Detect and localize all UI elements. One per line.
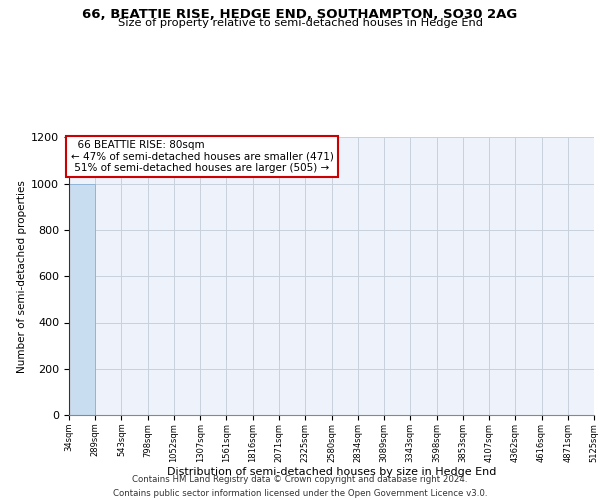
Text: 66 BEATTIE RISE: 80sqm
← 47% of semi-detached houses are smaller (471)
 51% of s: 66 BEATTIE RISE: 80sqm ← 47% of semi-det… <box>71 140 334 173</box>
Bar <box>69 184 95 415</box>
X-axis label: Distribution of semi-detached houses by size in Hedge End: Distribution of semi-detached houses by … <box>167 468 496 477</box>
Text: 66, BEATTIE RISE, HEDGE END, SOUTHAMPTON, SO30 2AG: 66, BEATTIE RISE, HEDGE END, SOUTHAMPTON… <box>82 8 518 20</box>
Text: Size of property relative to semi-detached houses in Hedge End: Size of property relative to semi-detach… <box>118 18 482 28</box>
Y-axis label: Number of semi-detached properties: Number of semi-detached properties <box>17 180 27 372</box>
Text: Contains HM Land Registry data © Crown copyright and database right 2024.
Contai: Contains HM Land Registry data © Crown c… <box>113 476 487 498</box>
